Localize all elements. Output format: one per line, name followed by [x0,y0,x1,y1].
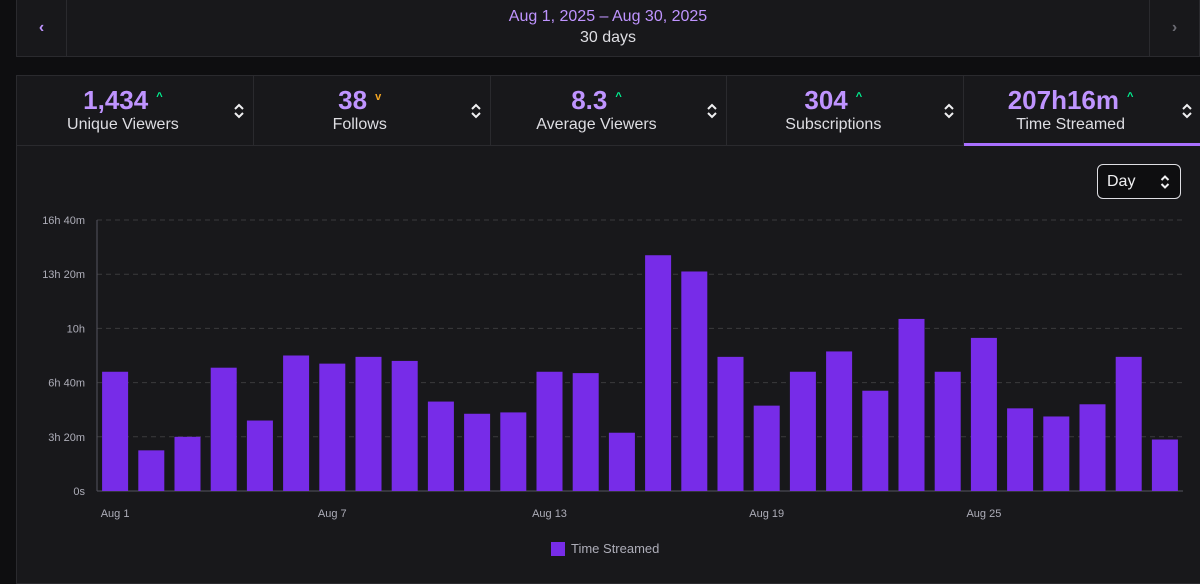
y-tick-label: 6h 40m [48,378,85,390]
sort-icon[interactable] [1181,102,1193,120]
bar-aug-12 [500,412,527,491]
stat-tab-unique-viewers[interactable]: 1,434 ^ Unique Viewers [17,76,254,146]
bar-aug-25 [970,337,997,491]
bar-aug-3 [174,436,201,491]
sort-icon[interactable] [943,102,955,120]
select-arrows-icon [1160,174,1170,189]
stat-tab-follows[interactable]: 38 v Follows [253,76,491,146]
bar-aug-1 [102,371,129,491]
bar-aug-11 [464,413,491,491]
date-range-picker: ‹ Aug 1, 2025 – Aug 30, 2025 30 days › [16,0,1200,57]
x-tick-label: Aug 19 [749,508,784,520]
stat-value: 38 [338,85,368,115]
bar-aug-21 [826,351,853,491]
bar-aug-6 [283,355,310,491]
stat-label: Unique Viewers [67,116,179,133]
legend-label: Time Streamed [571,541,660,556]
interval-select-value: Day [1107,172,1136,190]
x-tick-label: Aug 25 [966,508,1001,520]
date-range-dates: Aug 1, 2025 – Aug 30, 2025 [508,8,708,25]
bar-aug-22 [862,390,889,491]
bar-aug-5 [246,420,273,491]
y-tick-label: 10h [67,323,85,335]
bar-aug-16 [645,255,672,491]
next-period-button[interactable]: › [1149,0,1199,56]
interval-select[interactable]: Day [1097,164,1181,199]
stat-value: 1,434 [83,85,149,115]
bar-aug-2 [138,450,165,491]
trend-up-icon: ^ [615,91,622,103]
bar-aug-23 [898,318,925,491]
stats-panel: 1,434 ^ Unique Viewers 38 v Follows 8.3 [16,75,1200,584]
y-tick-label: 13h 20m [42,269,85,281]
bar-aug-8 [355,356,382,491]
bar-aug-14 [572,373,599,491]
trend-up-icon: ^ [855,91,863,103]
bar-aug-7 [319,363,346,491]
trend-up-icon: ^ [1127,91,1134,103]
bar-aug-24 [934,371,961,491]
bar-aug-4 [210,367,237,491]
bar-aug-28 [1079,404,1106,491]
bar-aug-18 [717,356,744,491]
sort-icon[interactable] [706,102,718,120]
bar-aug-9 [391,360,418,491]
bar-aug-20 [789,371,816,491]
time-streamed-chart: 0s 3h 20m 6h 40m 10h 13h 20m 16h 40m Aug 1 Aug … [42,215,1183,520]
stat-label: Subscriptions [785,116,882,133]
bar-aug-15 [608,432,635,491]
bar-aug-19 [753,405,780,491]
y-tick-label: 0s [73,486,85,498]
legend-swatch [551,541,565,556]
bar-aug-26 [1007,408,1034,491]
sort-icon[interactable] [233,102,245,120]
date-range-label: Aug 1, 2025 – Aug 30, 2025 30 days [67,7,1149,49]
chevron-left-icon: ‹ [38,19,45,36]
stat-tabs: 1,434 ^ Unique Viewers 38 v Follows 8.3 [17,76,1200,146]
stat-label: Average Viewers [536,116,657,133]
stat-tab-average-viewers[interactable]: 8.3 ^ Average Viewers [490,76,728,146]
chevron-right-icon: › [1171,19,1178,36]
bar-aug-29 [1115,356,1142,491]
x-tick-label: Aug 7 [318,508,347,520]
bar-aug-10 [427,401,454,491]
trend-down-icon: v [375,91,382,103]
bar-aug-27 [1043,416,1070,491]
date-range-days: 30 days [579,29,637,46]
previous-period-button[interactable]: ‹ [17,0,67,56]
trend-up-icon: ^ [156,91,163,103]
stat-label: Time Streamed [1016,116,1125,133]
stat-value: 207h16m [1007,85,1120,115]
sort-icon[interactable] [470,102,482,120]
y-tick-label: 3h 20m [48,432,85,444]
stat-tab-subscriptions[interactable]: 304 ^ Subscriptions [727,76,965,146]
stat-label: Follows [332,116,387,133]
x-tick-label: Aug 1 [101,508,130,520]
bar-aug-13 [536,371,563,491]
stat-value: 8.3 [571,85,608,115]
bar-aug-30 [1151,439,1178,491]
bar-aug-17 [681,271,708,491]
stat-tab-time-streamed[interactable]: 207h16m ^ Time Streamed [964,76,1200,146]
x-tick-label: Aug 13 [532,508,567,520]
stat-value: 304 [804,85,848,115]
chart-legend: Time Streamed [551,541,659,556]
y-tick-label: 16h 40m [42,215,85,227]
